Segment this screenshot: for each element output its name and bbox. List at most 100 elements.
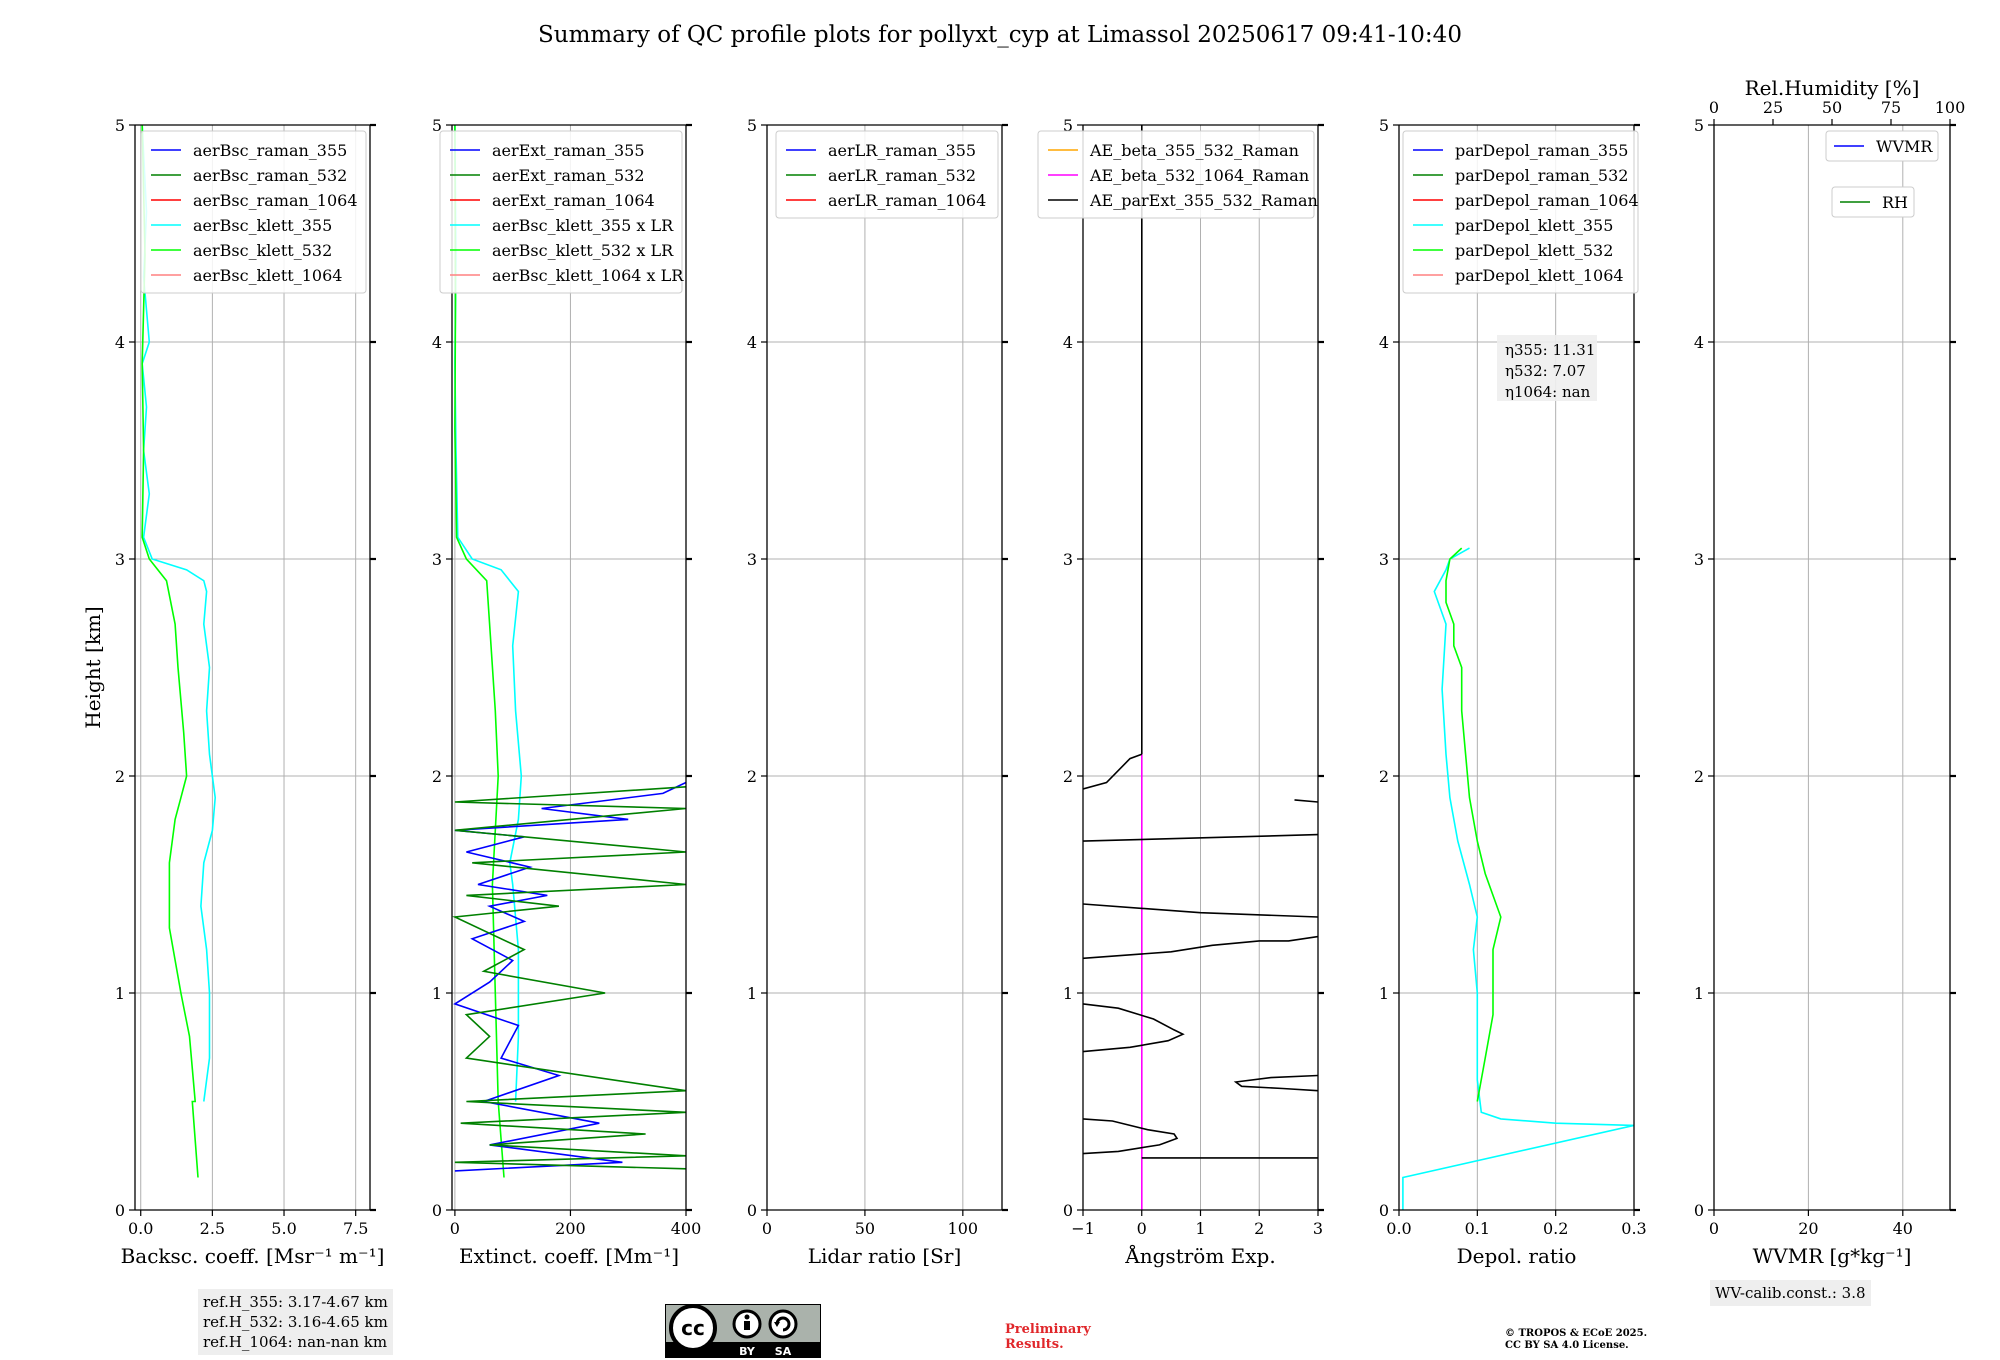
y-tick-label: 5: [1694, 116, 1704, 135]
top-axis-label: Rel.Humidity [%]: [1745, 76, 1920, 100]
x-tick-label: 5.0: [271, 1219, 296, 1238]
panel-bsc: 0.0 2.5 5.0 7.5 0 1 2 3 4 5 Backsc. coeff. [Msr⁻¹ …: [81, 116, 384, 1268]
x-tick-label: 2: [1254, 1219, 1264, 1238]
top-tick-label: 0: [1709, 98, 1719, 117]
y-tick-label: 1: [1694, 984, 1704, 1003]
series-line-AE_parExt_355_532_Raman: [1083, 935, 1318, 960]
ref-h-355: ref.H_355: 3.17-4.67 km: [203, 1293, 388, 1311]
series-line-AE_parExt_355_532_Raman: [1083, 1003, 1185, 1053]
y-tick-label: 2: [1379, 767, 1389, 786]
x-tick-label: 200: [555, 1219, 586, 1238]
x-tick-label: 100: [948, 1219, 979, 1238]
series-line-AE_parExt_355_532_Raman: [1083, 1118, 1179, 1155]
y-tick-label: 4: [1694, 333, 1704, 352]
panel-depol: 0.0 0.1 0.2 0.3 0 1 2 3 4 5 Depol. ratio parDepol_r…: [1379, 116, 1647, 1268]
legend-box: [1825, 130, 1939, 162]
x-tick-label: −1: [1071, 1219, 1095, 1238]
sa-label: SA: [775, 1345, 792, 1358]
y-tick-label: 5: [747, 116, 757, 135]
legend-label: AE_parExt_355_532_Raman: [1089, 191, 1318, 210]
y-tick-label: 2: [1063, 767, 1073, 786]
y-tick-label: 3: [432, 550, 442, 569]
legend-label: parDepol_raman_355: [1455, 141, 1628, 160]
top-tick-label: 50: [1822, 98, 1842, 117]
y-tick-label: 0: [1694, 1201, 1704, 1220]
y-tick-label: 4: [1063, 333, 1073, 352]
x-axis-label: WVMR [g*kg⁻¹]: [1753, 1244, 1912, 1268]
copyright-line-1: © TROPOS & ECoE 2025.: [1505, 1328, 1648, 1339]
series-line-AE_parExt_355_532_Raman: [1083, 753, 1143, 790]
legend-label: aerLR_raman_355: [828, 141, 976, 160]
wv-calib-box: WV-calib.const.: 3.8: [1710, 1280, 1871, 1306]
x-tick-label: 0.3: [1621, 1219, 1646, 1238]
legend-label: aerExt_raman_532: [492, 166, 645, 185]
y-tick-label: 3: [115, 550, 125, 569]
x-tick-label: 50: [855, 1219, 875, 1238]
y-tick-label: 1: [747, 984, 757, 1003]
cc-text: cc: [681, 1316, 705, 1340]
legend-box: [1402, 130, 1639, 294]
series-line-aerExt_raman_532: [452, 786, 686, 1170]
wv-calib-const: WV-calib.const.: 3.8: [1715, 1284, 1866, 1302]
eta-value: η1064: nan: [1505, 383, 1591, 401]
x-tick-label: 0: [762, 1219, 772, 1238]
panel-wv: 0 20 40 0 1 2 3 4 5 WVMR [g*kg⁻¹] 0 25 50 75 100 Rel.Hu…: [1694, 76, 1965, 1268]
preliminary-line-1: Preliminary: [1005, 1322, 1091, 1337]
eta-value: η355: 11.31: [1505, 341, 1595, 359]
y-tick-label: 3: [1063, 550, 1073, 569]
x-tick-label: 400: [671, 1219, 702, 1238]
y-tick-label: 0: [1063, 1201, 1073, 1220]
y-tick-label: 5: [1063, 116, 1073, 135]
y-tick-label: 4: [747, 333, 757, 352]
y-tick-label: 2: [432, 767, 442, 786]
x-tick-label: 40: [1893, 1219, 1913, 1238]
series-line-parDepol_klett_355: [1402, 547, 1634, 1210]
legend-label: aerBsc_raman_532: [193, 166, 347, 185]
x-axis-label: Backsc. coeff. [Msr⁻¹ m⁻¹]: [121, 1244, 385, 1268]
x-tick-label: 3: [1313, 1219, 1323, 1238]
legend-label: aerBsc_raman_1064: [193, 191, 358, 210]
top-tick-label: 100: [1935, 98, 1966, 117]
legend-label: AE_beta_532_1064_Raman: [1089, 166, 1309, 185]
x-tick-label: 0: [1137, 1219, 1147, 1238]
x-axis-label: Depol. ratio: [1457, 1244, 1577, 1268]
share-alike-icon: [768, 1309, 798, 1339]
panel-lr: 0 50 100 0 1 2 3 4 5 Lidar ratio [Sr] aerLR_raman_…: [747, 116, 1008, 1268]
cc-by-sa-badge: cc BY SA: [665, 1304, 821, 1358]
top-tick-label: 75: [1881, 98, 1901, 117]
by-label: BY: [739, 1345, 756, 1358]
legend-label: aerExt_raman_355: [492, 141, 645, 160]
y-tick-label: 0: [432, 1201, 442, 1220]
reference-height-box: ref.H_355: 3.17-4.67 km ref.H_532: 3.16-…: [198, 1289, 393, 1355]
y-tick-label: 3: [1379, 550, 1389, 569]
series-line-aerBsc_klett_532 x LR: [454, 125, 505, 1178]
x-axis-label: Lidar ratio [Sr]: [808, 1244, 962, 1268]
legend-label: aerBsc_klett_355: [193, 216, 332, 235]
copyright-note: © TROPOS & ECoE 2025. CC BY SA 4.0 Licen…: [1505, 1328, 1647, 1352]
eta-value: η532: 7.07: [1505, 362, 1586, 380]
y-tick-label: 2: [747, 767, 757, 786]
series-line-aerExt_raman_355: [453, 781, 686, 1172]
series-line-parDepol_klett_532: [1445, 547, 1502, 1102]
series-line-AE_parExt_355_532_Raman: [1083, 833, 1318, 842]
cc-circle-icon: [669, 1304, 717, 1352]
y-tick-label: 4: [432, 333, 442, 352]
x-axis-label: Ångström Exp.: [1124, 1243, 1275, 1268]
eta-box: [1497, 335, 1597, 401]
x-tick-label: 7.5: [343, 1219, 368, 1238]
legend-label: WVMR: [1876, 137, 1933, 156]
y-tick-label: 1: [1063, 984, 1073, 1003]
legend-box: [775, 130, 999, 219]
x-tick-label: 0.0: [1386, 1219, 1411, 1238]
legend-label: aerBsc_klett_355 x LR: [492, 216, 674, 235]
legend-label: aerBsc_klett_1064 x LR: [492, 266, 684, 285]
x-tick-label: 0.1: [1465, 1219, 1490, 1238]
y-tick-label: 3: [747, 550, 757, 569]
legend-label: AE_beta_355_532_Raman: [1089, 141, 1299, 160]
x-axis-label: Extinct. coeff. [Mm⁻¹]: [459, 1244, 679, 1268]
legend-label: parDepol_klett_532: [1455, 241, 1613, 260]
legend-label: parDepol_klett_355: [1455, 216, 1613, 235]
series-line-AE_parExt_355_532_Raman: [1083, 903, 1318, 918]
y-tick-label: 1: [432, 984, 442, 1003]
x-tick-label: 0: [450, 1219, 460, 1238]
